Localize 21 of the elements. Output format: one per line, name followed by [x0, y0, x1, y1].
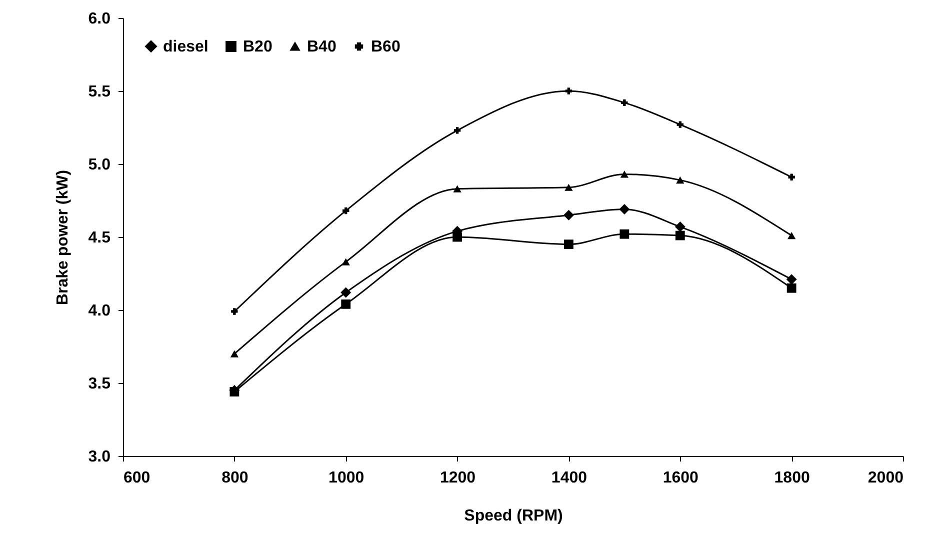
x-tick-label: 1800: [774, 470, 810, 486]
x-tick-label: 800: [222, 470, 248, 486]
y-tick-label: 5.5: [88, 84, 111, 100]
x-tick-label: 1000: [328, 470, 364, 486]
legend-label: B40: [307, 38, 336, 56]
y-tick-label: 6.0: [88, 10, 111, 28]
y-tick-label: 4.5: [88, 230, 111, 246]
x-tick-label: 1600: [662, 470, 699, 486]
y-tick-label: 3.0: [88, 448, 111, 466]
y-tick-label: 4.0: [88, 302, 111, 320]
legend-label: B20: [243, 38, 272, 56]
x-tick-label: 600: [124, 470, 150, 486]
x-tick-label: 2000: [868, 470, 904, 486]
x-axis-title: Speed (RPM): [464, 508, 563, 524]
y-tick-label: 5.0: [88, 156, 111, 174]
y-tick-label: 3.5: [88, 376, 111, 392]
x-tick-label: 1200: [440, 470, 476, 486]
legend-label: B60: [371, 38, 400, 56]
x-tick-label: 1400: [551, 470, 588, 486]
y-axis-title: Brake power (kW): [54, 170, 72, 306]
legend-label: diesel: [163, 38, 208, 56]
